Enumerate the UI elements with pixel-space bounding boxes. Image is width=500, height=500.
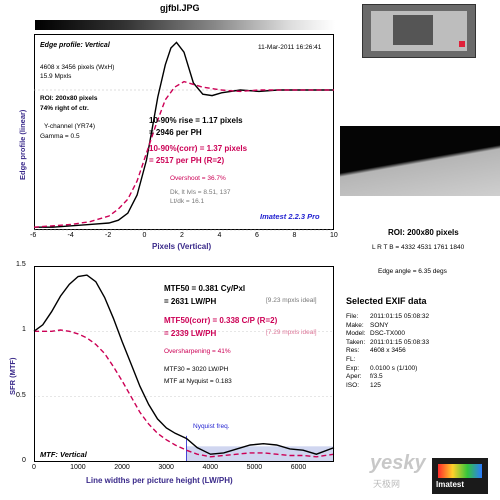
mtf50corr-line: MTF50(corr) = 0.338 C/P (R=2) bbox=[164, 316, 278, 325]
edge-plot-frame bbox=[34, 34, 334, 230]
mtf30: MTF30 = 3020 LW/PH bbox=[164, 366, 229, 373]
edge-xtick-label: -2 bbox=[105, 232, 112, 239]
edge-xtick-label: 0 bbox=[142, 232, 147, 239]
edge-profile-line bbox=[34, 41, 334, 228]
edge-rise: 10-90% rise = 1.17 pixels bbox=[149, 116, 243, 125]
imatest-logo-text: Imatest bbox=[436, 480, 465, 489]
mtf-xlabel: Line widths per picture height (LW/PH) bbox=[86, 476, 233, 485]
edge-timestamp: 11-Mar-2011 16:26:41 bbox=[258, 44, 322, 51]
roi-lrtb: L R T B = 4332 4531 1761 1840 bbox=[372, 244, 465, 251]
roi-title: ROI: 200x80 pixels bbox=[388, 228, 459, 237]
mtf50corr-ideal: [7.29 mpxls ideal] bbox=[266, 329, 317, 336]
exif-value: 4608 x 3456 bbox=[370, 347, 406, 355]
mtf-xtick-label: 4000 bbox=[202, 464, 219, 471]
edge-xtick-label: 2 bbox=[180, 232, 184, 239]
exif-value: SONY bbox=[370, 321, 389, 329]
edge-info-1: 4608 x 3456 pixels (WxH) bbox=[40, 64, 115, 71]
edge-xtick-label: 10 bbox=[330, 232, 338, 239]
mtf50-line: MTF50 = 0.381 Cy/Pxl bbox=[164, 284, 246, 293]
exif-value: 2011:01:15 05:08:33 bbox=[370, 338, 430, 346]
mtf-ytick-label: 1 bbox=[22, 326, 26, 334]
watermark-site: yesky bbox=[370, 452, 426, 474]
exif-key: Make: bbox=[346, 321, 364, 329]
exif-title: Selected EXIF data bbox=[346, 296, 427, 306]
mtf-ytick-label: 1.5 bbox=[16, 261, 26, 268]
oversharpening: Oversharpening = 41% bbox=[164, 348, 231, 355]
exif-key: Taken: bbox=[346, 338, 366, 346]
window-title: gjfbl.JPG bbox=[160, 3, 200, 13]
mtf-ylabel: SFR (MTF) bbox=[8, 357, 17, 396]
mtf-panel-label: MTF: Vertical bbox=[40, 450, 87, 459]
mtf-ytick-label: 0 bbox=[22, 457, 26, 464]
edge-xtick-label: 6 bbox=[255, 232, 259, 239]
mtf-corrected-line bbox=[34, 329, 335, 458]
watermark-cn: 天极网 bbox=[373, 479, 401, 489]
edge-rise-corr: 10-90%(corr) = 1.37 pixels bbox=[149, 144, 248, 153]
mtf-xtick-label: 6000 bbox=[290, 464, 307, 471]
edge-info-2: 15.9 Mpxls bbox=[40, 73, 72, 80]
mtf50-ideal: [9.23 mpxls ideal] bbox=[266, 297, 317, 304]
exif-value: DSC-TX000 bbox=[370, 330, 406, 338]
exif-value: 0.0100 s (1/100) bbox=[370, 364, 418, 372]
mtf-line bbox=[33, 274, 335, 455]
exif-key: Model: bbox=[346, 330, 366, 338]
imatest-brand: Imatest 2.2.3 Pro bbox=[260, 212, 320, 221]
mtf-nyquist: MTF at Nyquist = 0.183 bbox=[164, 378, 232, 385]
exif-key: Aper: bbox=[346, 373, 362, 381]
edge-xtick-label: 8 bbox=[292, 232, 297, 239]
mtf-xtick-label: 3000 bbox=[158, 464, 174, 471]
exif-key: File: bbox=[346, 313, 359, 320]
edge-overshoot: Overshoot = 36.7% bbox=[170, 175, 226, 182]
edge-dk-1: Dk, lt lvls = 8.51, 137 bbox=[170, 189, 231, 196]
edge-dk-2: Lt/dk = 16.1 bbox=[170, 198, 205, 205]
edge-gamma: Gamma = 0.5 bbox=[40, 133, 80, 140]
exif-key: ISO: bbox=[346, 381, 360, 389]
edge-roi-2: 74% right of ctr. bbox=[40, 105, 89, 112]
exif-key: Res: bbox=[346, 347, 360, 355]
edge-header-title: Edge profile: Vertical bbox=[40, 42, 110, 49]
mtf-ytick-label: 0.5 bbox=[16, 391, 26, 399]
mtf-xtick-label: 1000 bbox=[70, 464, 86, 471]
mtf-xtick-label: 5000 bbox=[246, 464, 263, 471]
exif-key: FL: bbox=[346, 356, 356, 363]
exif-key: Exp: bbox=[346, 364, 360, 372]
edge-roi-1: ROI: 200x80 pixels bbox=[40, 95, 98, 102]
mtf50-lwph: = 2631 LW/PH bbox=[164, 297, 217, 306]
exif-value: f/3.5 bbox=[370, 373, 383, 381]
edge-ylabel: Edge profile (linear) bbox=[18, 109, 27, 180]
edge-xtick-label: 4 bbox=[217, 232, 222, 239]
edge-rise-corr-ph: = 2517 per PH (R=2) bbox=[149, 156, 225, 165]
mtf50corr-lwph: = 2339 LW/PH bbox=[164, 329, 217, 338]
roi-crop-image bbox=[340, 126, 500, 196]
edge-xlabel: Pixels (Vertical) bbox=[152, 242, 212, 251]
edge-channel: Y-channel (YR74) bbox=[44, 123, 96, 130]
test-chart-thumbnail bbox=[362, 4, 476, 58]
nyquist-label: Nyquist freq. bbox=[193, 423, 230, 430]
edge-angle: Edge angle = 6.35 degs bbox=[378, 268, 447, 275]
edge-xtick-label: -6 bbox=[30, 232, 37, 239]
exif-value: 125 bbox=[370, 381, 381, 389]
edge-xtick-label: -4 bbox=[67, 232, 74, 239]
edge-profile-corrected-line bbox=[33, 80, 334, 228]
exif-value: 2011:01:15 05:08:32 bbox=[370, 313, 430, 320]
mtf-xtick-label: 0 bbox=[32, 464, 36, 471]
imatest-logo: Imatest bbox=[432, 458, 488, 494]
edge-rise-ph: = 2946 per PH bbox=[149, 128, 202, 137]
gradient-bar bbox=[35, 20, 335, 30]
mtf-xtick-label: 2000 bbox=[114, 464, 130, 471]
mtf-plot-frame bbox=[34, 266, 334, 462]
